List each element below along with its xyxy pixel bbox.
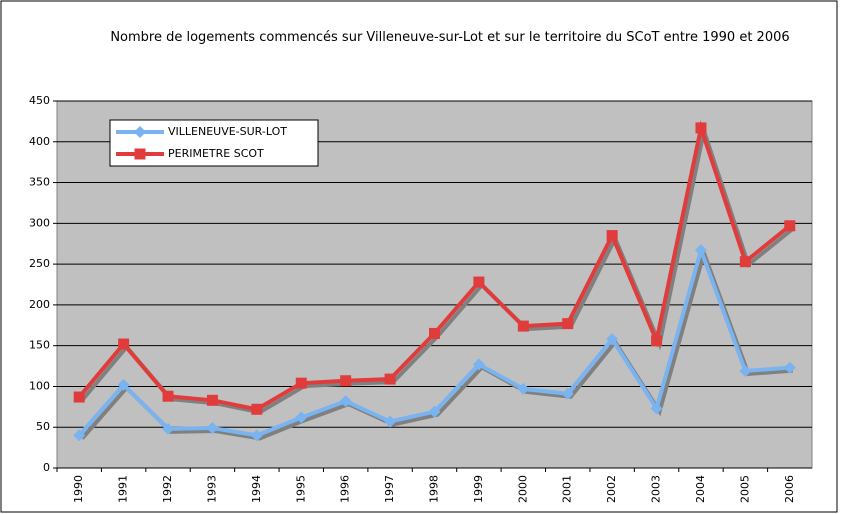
y-tick-label: 400: [29, 135, 50, 148]
x-tick-label: 1993: [205, 475, 218, 503]
y-tick-label: 0: [43, 461, 50, 474]
y-tick-label: 200: [29, 298, 50, 311]
point: [784, 220, 796, 232]
legend-marker: [134, 126, 146, 138]
y-tick-label: 150: [29, 339, 50, 352]
x-tick-label: 1998: [428, 475, 441, 503]
point: [384, 373, 396, 385]
point: [73, 429, 86, 442]
point: [429, 327, 440, 339]
point: [694, 244, 707, 257]
point: [606, 230, 618, 242]
point: [250, 429, 263, 442]
point: [739, 364, 752, 377]
point: [517, 382, 530, 395]
point: [473, 276, 485, 288]
x-tick-label: 2002: [605, 475, 618, 503]
point: [606, 333, 619, 346]
point: [739, 256, 751, 268]
legend-label: PERIMETRE SCOT: [168, 147, 264, 160]
point: [295, 411, 308, 424]
y-tick-label: 250: [29, 257, 50, 270]
point: [295, 377, 307, 389]
point: [384, 415, 397, 428]
y-tick-label: 350: [29, 176, 50, 189]
point: [562, 318, 574, 330]
point: [651, 335, 663, 347]
x-tick-label: 1994: [250, 475, 263, 503]
point: [206, 394, 218, 406]
line-shadow: [80, 246, 793, 441]
point: [162, 422, 175, 435]
x-tick-label: 1990: [72, 475, 85, 503]
x-tick-label: 1992: [161, 475, 174, 503]
point: [251, 403, 263, 415]
point: [118, 338, 130, 350]
legend-label: VILLENEUVE-SUR-LOT: [168, 125, 287, 138]
point: [517, 320, 529, 332]
point: [339, 395, 352, 408]
y-tick-label: 50: [36, 420, 50, 433]
point: [428, 405, 441, 418]
point: [561, 387, 574, 400]
x-tick-label: 1995: [294, 475, 307, 503]
point: [472, 358, 485, 371]
x-tick-label: 2004: [694, 475, 707, 503]
x-tick-label: 2000: [516, 475, 529, 503]
x-tick-label: 2001: [561, 475, 574, 503]
x-tick-label: 1991: [117, 475, 130, 503]
y-tick-label: 300: [29, 216, 50, 229]
y-tick-label: 100: [29, 379, 50, 392]
x-tick-label: 2005: [738, 475, 751, 503]
point: [117, 378, 130, 391]
x-tick-label: 2003: [650, 475, 663, 503]
point: [73, 391, 85, 403]
x-tick-label: 1996: [339, 475, 352, 503]
point: [340, 375, 352, 387]
chart-title: Nombre de logements commencés sur Villen…: [110, 30, 790, 45]
y-tick-label: 450: [29, 94, 50, 107]
point: [783, 361, 796, 374]
x-tick-label: 1997: [383, 475, 396, 503]
point: [162, 390, 174, 402]
x-tick-label: 2006: [783, 475, 796, 503]
point: [650, 402, 663, 415]
point: [695, 122, 707, 134]
x-tick-label: 1999: [472, 475, 485, 503]
point: [206, 422, 219, 435]
legend-marker: [134, 148, 146, 160]
